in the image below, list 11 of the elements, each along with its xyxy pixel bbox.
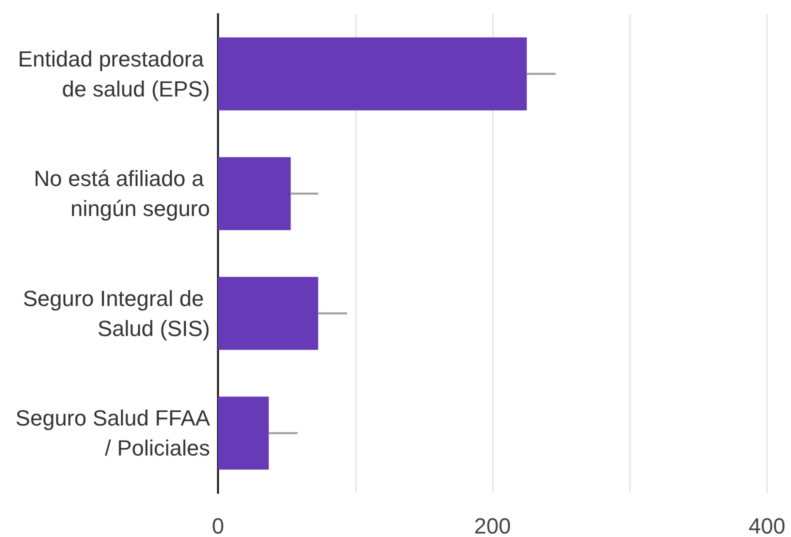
y-tick-label: Seguro Integral de Salud (SIS) — [22, 286, 210, 341]
y-tick-label: No está afiliado a ningún seguro — [34, 166, 210, 222]
bar — [218, 276, 318, 350]
bar — [218, 157, 291, 230]
bar — [218, 37, 527, 110]
bar — [218, 396, 269, 470]
y-tick-label: Entidad prestadora de salud (EPS) — [18, 46, 210, 102]
y-tick-label: Seguro Salud FFAA/ Policiales — [16, 406, 210, 461]
x-tick-label: 200 — [474, 514, 511, 537]
x-tick-label: 400 — [748, 514, 786, 537]
x-tick-label: 0 — [212, 514, 224, 537]
